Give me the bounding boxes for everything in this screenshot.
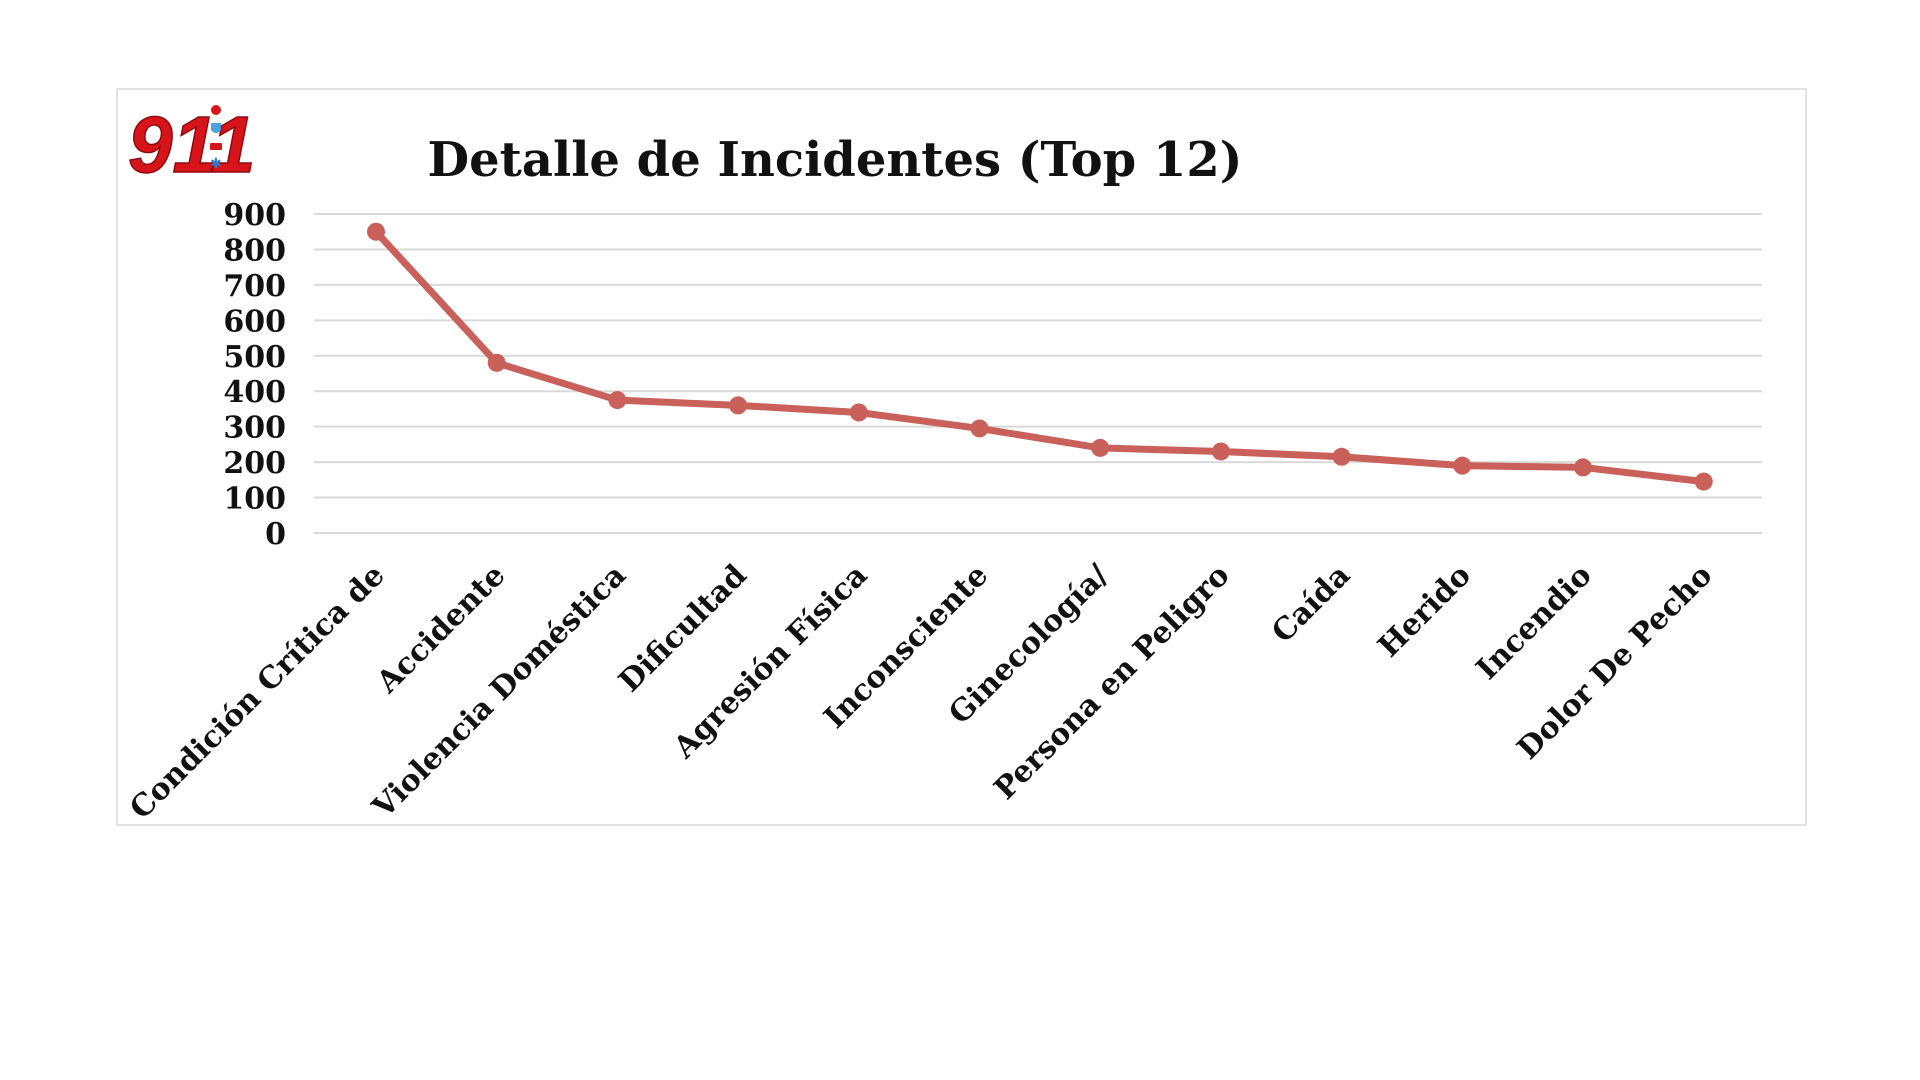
data-point — [970, 419, 989, 438]
data-point — [1211, 442, 1230, 461]
data-point — [608, 391, 627, 410]
data-point — [1694, 472, 1713, 491]
y-tick-label: 100 — [223, 482, 286, 517]
shield-icon — [211, 123, 221, 133]
logo-text: 911 — [128, 100, 256, 189]
y-tick-label: 200 — [223, 446, 286, 481]
y-tick-label: 500 — [223, 340, 286, 375]
y-tick-label: 300 — [223, 411, 286, 446]
chart-card: 911 ✱ Detalle de Incidentes (Top 12) 0 10… — [116, 88, 1807, 826]
x-tick-label: Incendio — [1470, 558, 1599, 687]
data-point — [729, 396, 748, 415]
police-light-icon — [211, 105, 221, 115]
x-tick-label: Caída — [1265, 558, 1357, 650]
y-tick-label: 600 — [223, 304, 286, 339]
logo-911: 911 ✱ — [127, 99, 256, 190]
y-tick-label: 800 — [223, 233, 286, 268]
x-tick-label: Condición Crítica de — [123, 558, 391, 826]
y-tick-label: 700 — [223, 269, 286, 304]
data-point — [367, 222, 385, 241]
y-tick-label: 0 — [265, 517, 286, 552]
line-chart: 911 ✱ Detalle de Incidentes (Top 12) 010… — [123, 99, 1762, 826]
series-line-group — [367, 222, 1713, 491]
data-point — [1574, 458, 1592, 477]
data-point — [1091, 438, 1110, 457]
series-line — [372, 228, 1708, 486]
medical-star-icon: ✱ — [210, 156, 222, 172]
data-point — [1453, 456, 1472, 475]
data-point — [1332, 447, 1351, 466]
data-point — [849, 403, 868, 422]
data-point — [487, 353, 506, 372]
x-tick-label: Herido — [1371, 558, 1478, 665]
chart-title: Detalle de Incidentes (Top 12) — [428, 132, 1243, 188]
y-tick-label: 900 — [223, 198, 286, 233]
y-tick-label: 400 — [223, 375, 286, 410]
ambulance-icon — [210, 143, 222, 150]
x-tick-label: Persona en Peligro — [988, 558, 1237, 807]
gridlines — [314, 213, 1762, 534]
x-tick-label: Violencia Doméstica — [365, 558, 633, 826]
